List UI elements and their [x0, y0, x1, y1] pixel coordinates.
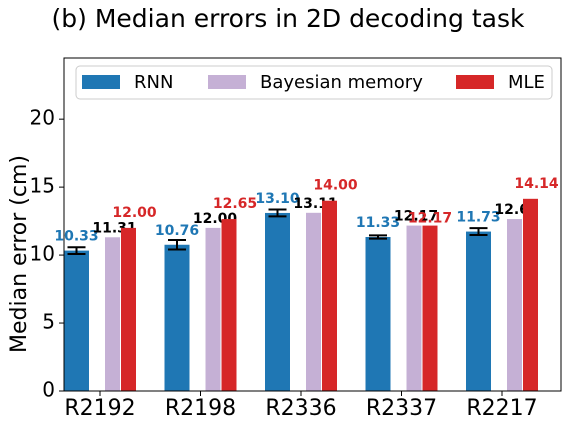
- data-label-mle: 12.17: [408, 211, 452, 227]
- x-tick-label-r2217: R2217: [466, 396, 537, 421]
- legend-swatch: [456, 75, 494, 89]
- bar-mle: [221, 219, 237, 391]
- chart-title: (b) Median errors in 2D decoding task: [52, 4, 525, 33]
- bar-bayesian-memory: [205, 227, 221, 391]
- data-label-mle: 12.00: [112, 205, 157, 221]
- x-tick-label-r2337: R2337: [366, 396, 437, 421]
- bar-rnn: [64, 250, 89, 391]
- y-axis-label: Median error (cm): [7, 155, 32, 353]
- data-label-rnn: 11.73: [456, 210, 500, 226]
- bar-mle: [523, 198, 538, 391]
- y-tick-label: 15: [30, 174, 55, 198]
- bar-mle: [121, 227, 136, 391]
- bar-bayesian-memory: [406, 225, 422, 391]
- bar-bayesian-memory: [306, 212, 321, 391]
- bar-rnn: [265, 212, 290, 391]
- data-label-rnn: 11.33: [356, 215, 400, 231]
- x-tick-label-r2198: R2198: [165, 396, 236, 421]
- bar-mle: [422, 225, 438, 391]
- legend: RNN Bayesian memory MLE: [75, 65, 553, 100]
- bar-rnn: [466, 231, 491, 391]
- bar-rnn: [365, 237, 391, 391]
- legend-swatch: [82, 75, 120, 89]
- legend-label: RNN: [134, 72, 173, 93]
- y-tick-label: 20: [30, 106, 55, 130]
- y-tick-label: 10: [30, 242, 55, 266]
- bar-bayesian-memory: [507, 219, 522, 391]
- legend-frame: [75, 65, 553, 100]
- data-label-mle: 12.65: [213, 196, 257, 212]
- y-tick-label: 5: [42, 310, 55, 334]
- legend-label: MLE: [508, 72, 545, 93]
- data-label-rnn: 13.10: [255, 191, 300, 207]
- data-label-rnn: 10.76: [155, 223, 199, 239]
- x-tick-label-r2192: R2192: [64, 396, 135, 421]
- bar-mle: [322, 200, 337, 391]
- data-label-rnn: 10.33: [54, 229, 98, 245]
- data-label-bayesian-memory: 12.17: [394, 209, 438, 225]
- x-tick-label-r2336: R2336: [265, 396, 336, 421]
- data-label-mle: 14.00: [313, 178, 358, 194]
- bar-rnn: [164, 244, 190, 391]
- legend-swatch: [208, 75, 246, 89]
- plot-area: 0 5 10 15 20 R2192 R2198 R2336 R2337 R2217 10.33 10…: [30, 106, 559, 421]
- bar-bayesian-memory: [105, 237, 120, 391]
- plot-frame: [63, 57, 562, 392]
- legend-label: Bayesian memory: [260, 72, 423, 93]
- data-label-mle: 14.14: [514, 176, 559, 192]
- y-tick-label: 0: [42, 378, 55, 402]
